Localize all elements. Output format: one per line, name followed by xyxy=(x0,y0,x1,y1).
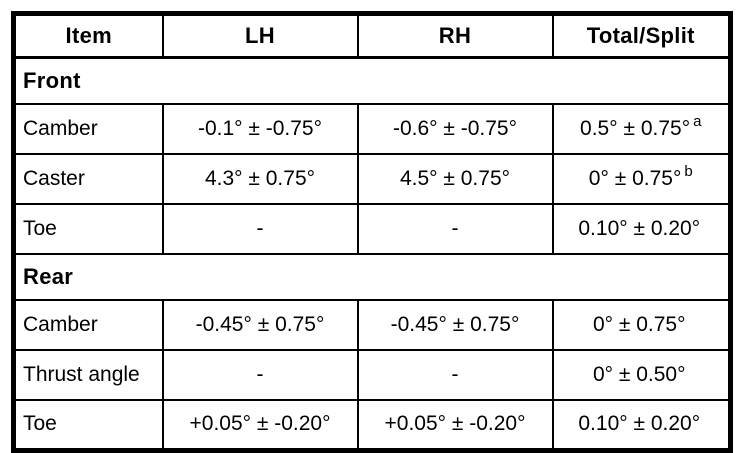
item-cell: Caster xyxy=(12,153,164,205)
lh-value-cell: - xyxy=(161,203,359,255)
total-value-cell: 0.10° ± 0.20° xyxy=(551,399,732,451)
rh-value-cell: -0.45° ± 0.75° xyxy=(356,299,554,351)
lh-value-cell: +0.05° ± -0.20° xyxy=(161,399,359,451)
section-label-rear: Rear xyxy=(12,253,732,301)
lh-value-cell: 4.3° ± 0.75° xyxy=(161,153,359,205)
total-value-cell: 0.5° ± 0.75° a xyxy=(551,103,732,155)
rh-value-cell: - xyxy=(356,203,554,255)
footnote-marker-b: b xyxy=(684,163,693,180)
total-value-text: 0.10° ± 0.20° xyxy=(578,412,701,436)
total-value-cell: 0° ± 0.75° xyxy=(551,299,732,351)
table-row-front-toe: Toe - - 0.10° ± 0.20° xyxy=(12,203,732,255)
total-value-text: 0° ± 0.75° xyxy=(592,313,686,336)
item-cell: Thrust angle xyxy=(12,349,164,401)
col-header-total-split: Total/Split xyxy=(551,12,732,59)
table-row-rear-thrust-angle: Thrust angle - - 0° ± 0.50° xyxy=(12,349,732,401)
total-value-text: 0.5° ± 0.75° xyxy=(580,117,691,140)
rh-value-cell: +0.05° ± -0.20° xyxy=(356,399,554,451)
table-row-front-camber: Camber -0.1° ± -0.75° -0.6° ± -0.75° 0.5… xyxy=(12,103,732,155)
col-header-rh: RH xyxy=(356,12,554,59)
total-value-cell: 0° ± 0.75° b xyxy=(551,153,732,205)
lh-value-cell: -0.45° ± 0.75° xyxy=(161,299,359,351)
item-cell: Camber xyxy=(12,103,164,155)
total-value-cell: 0° ± 0.50° xyxy=(551,349,732,401)
section-row-front: Front xyxy=(12,56,732,105)
table-row-front-caster: Caster 4.3° ± 0.75° 4.5° ± 0.75° 0° ± 0.… xyxy=(12,153,732,205)
col-header-item: Item xyxy=(12,12,164,59)
rh-value-cell: -0.6° ± -0.75° xyxy=(356,103,554,155)
rh-value-cell: 4.5° ± 0.75° xyxy=(356,153,554,205)
col-header-lh: LH xyxy=(161,12,359,59)
alignment-spec-table: Item LH RH Total/Split Front Camber -0.1… xyxy=(11,11,733,453)
table-row-rear-toe: Toe +0.05° ± -0.20° +0.05° ± -0.20° 0.10… xyxy=(12,399,732,451)
item-cell: Toe xyxy=(12,399,164,451)
lh-value-cell: - xyxy=(161,349,359,401)
table-row-rear-camber: Camber -0.45° ± 0.75° -0.45° ± 0.75° 0° … xyxy=(12,299,732,351)
total-value-cell: 0.10° ± 0.20° xyxy=(551,203,732,255)
item-cell: Camber xyxy=(12,299,164,351)
item-cell: Toe xyxy=(12,203,164,255)
footnote-marker-a: a xyxy=(693,113,702,130)
header-row: Item LH RH Total/Split xyxy=(12,12,732,59)
rh-value-cell: - xyxy=(356,349,554,401)
lh-value-cell: -0.1° ± -0.75° xyxy=(161,103,359,155)
section-row-rear: Rear xyxy=(12,253,732,301)
total-value-text: 0° ± 0.75° xyxy=(588,167,682,190)
total-value-text: 0.10° ± 0.20° xyxy=(578,217,701,240)
total-value-text: 0° ± 0.50° xyxy=(592,363,686,386)
section-label-front: Front xyxy=(12,56,732,105)
